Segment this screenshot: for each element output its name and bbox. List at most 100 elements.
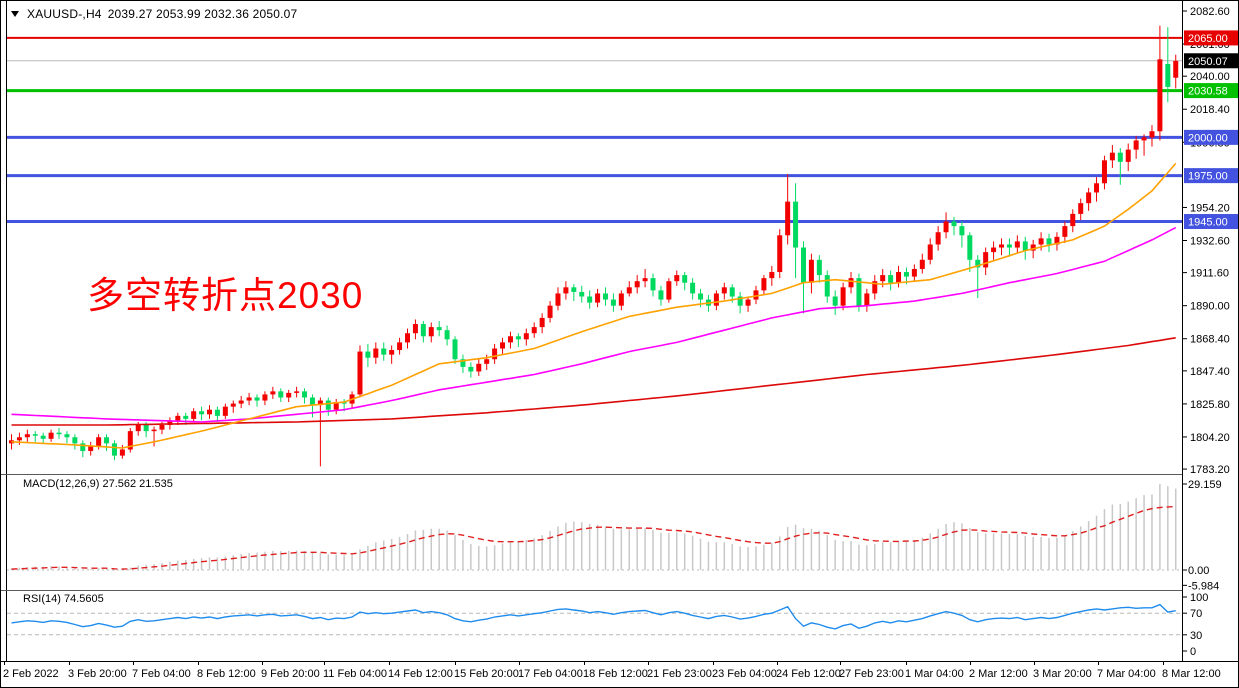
candle-body [721,287,727,294]
time-tick-label: 21 Feb 23:00 [647,668,712,680]
candle-body [1101,160,1107,184]
candle-body [381,348,387,355]
candle-body [1062,226,1068,237]
candle-body [824,275,830,297]
time-tick-label: 17 Feb 04:00 [518,668,583,680]
candle-body [1157,59,1163,132]
price-tick-label: 1911.60 [1190,268,1229,280]
candle-body [104,437,110,444]
candle-body [135,425,141,432]
rsi-axis-label: 70 [1190,608,1202,620]
candle-body [967,235,973,260]
candle-body [1165,63,1171,87]
candle-body [80,443,86,452]
candle-body [1109,152,1115,161]
symbol-dropdown-icon[interactable] [11,11,19,17]
candle-body [808,259,814,283]
candle-body [16,437,22,441]
candle-body [405,333,410,343]
price-tick-label: 2018.40 [1190,104,1230,116]
candle-body [903,272,909,277]
level-1975-badge [1184,168,1238,184]
candle-body [864,293,870,306]
candle-body [959,226,965,236]
candle-body [1030,244,1036,251]
rsi-axis-label: 0 [1190,646,1196,658]
candle-body [484,359,490,364]
level-2000-badge [1184,129,1238,145]
candle-body [975,259,981,268]
candle-body [183,415,189,419]
candle-body [1173,60,1179,78]
time-tick-label: 11 Feb 04:00 [323,668,387,680]
time-tick-label: 18 Feb 12:00 [583,668,648,680]
ma-fast-orange-line [11,162,1177,449]
candle-body [127,431,133,450]
candle-body [389,350,395,355]
candle-body [523,333,529,340]
level-2065-badge [1184,30,1238,46]
candle-body [507,336,513,343]
macd-axis-label: 29.159 [1188,479,1222,491]
candle-body [294,391,300,393]
candle-body [460,359,466,367]
candle-body [119,449,125,456]
ma-mid-magenta-line [11,226,1177,423]
candle-body [357,351,363,395]
candle-body [713,293,719,306]
candle-body [412,324,418,334]
candle-body [1133,140,1139,150]
candle-body [1038,238,1044,245]
candle-body [333,402,339,410]
candle-body [476,363,482,372]
macd-signal-line [11,505,1176,570]
level-2065-badge-label: 2065.00 [1188,33,1228,45]
candle-body [650,278,656,291]
chart-annotation-text[interactable]: 多空转折点2030 [87,275,364,316]
candle-body [626,287,632,294]
candle-body [745,299,751,306]
candle-body [88,446,94,452]
candle-body [983,252,989,268]
candle-body [1078,203,1084,214]
level-2030-badge-label: 2030.58 [1188,86,1228,98]
candle-body [769,272,775,279]
candle-body [515,336,521,340]
candle-body [111,443,117,456]
candle-body [698,293,704,300]
candle-body [531,327,537,334]
candle-body [1070,213,1076,227]
candle-body [872,281,878,294]
time-tick-label: 8 Mar 12:00 [1162,668,1221,680]
candle-body [1086,192,1092,204]
candle-body [246,397,252,401]
price-tick-label: 2040.00 [1190,71,1230,83]
candle-body [539,317,545,328]
candle-body [579,291,585,297]
time-tick-label: 3 Mar 20:00 [1033,668,1092,680]
time-tick-label: 14 Feb 12:00 [388,668,453,680]
candle-body [563,287,569,294]
candle-body [40,435,46,439]
candle-body [222,406,228,416]
candle-body [317,400,323,406]
candle-body [420,324,426,337]
level-1945-badge [1184,214,1238,230]
candle-body [238,400,244,404]
candle-body [309,397,315,406]
candle-body [1006,244,1012,248]
candle-body [302,391,308,398]
candle-body [785,201,791,236]
candle-body [1054,236,1060,245]
price-tick-label: 1868.40 [1190,334,1230,346]
candle-body [634,281,640,288]
price-tick-label: 1804.20 [1190,432,1230,444]
candle-body [555,293,561,306]
candle-body [143,425,149,432]
candle-body [397,342,403,351]
candle-body [674,275,680,282]
time-tick-label: 7 Feb 04:00 [132,668,191,680]
candle-body [167,420,173,426]
rsi-axis-label: 100 [1190,592,1208,604]
